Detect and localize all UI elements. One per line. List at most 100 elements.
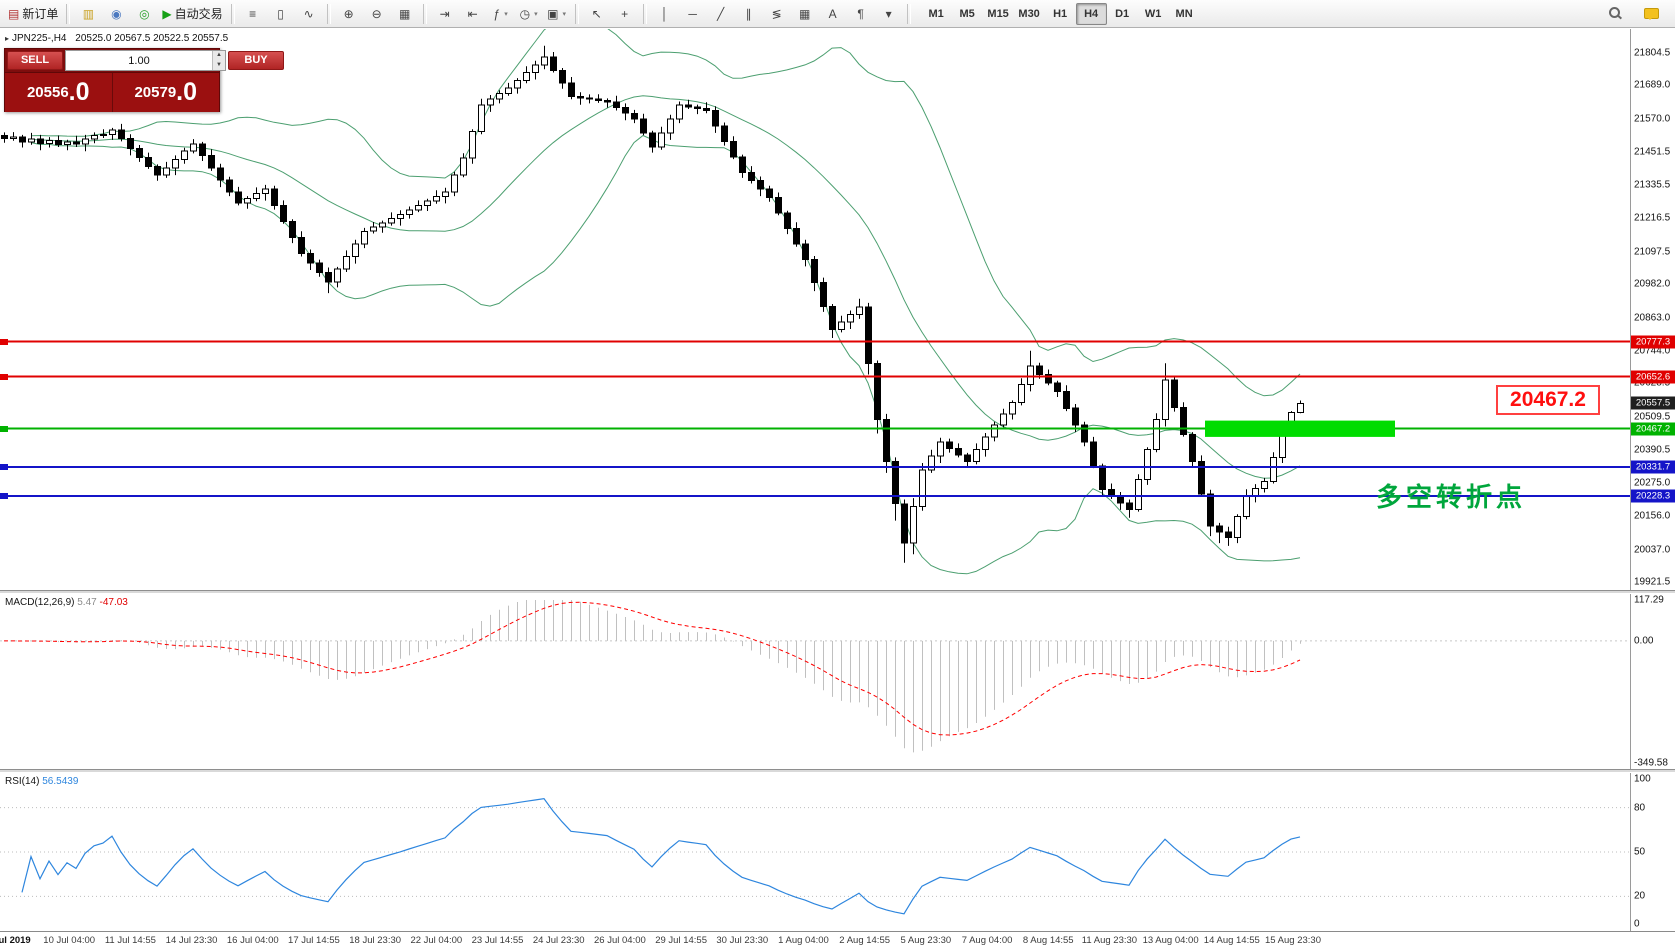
main-chart-panel[interactable]: ▸ JPN225-,H4 20525.0 20567.5 20522.5 2055…	[0, 29, 1675, 590]
buy-price-int: 20579	[134, 84, 177, 101]
sell-price[interactable]: 20556 .0	[5, 73, 113, 112]
candle-body	[631, 112, 638, 120]
new-order-button[interactable]: ▤ 新订单	[4, 2, 62, 26]
candle-body	[181, 150, 188, 161]
candle-body	[1198, 461, 1205, 495]
time-axis-label: 5 Aug 23:30	[900, 935, 952, 946]
volume-input[interactable]	[66, 52, 212, 69]
panel-divider[interactable]	[0, 590, 1675, 594]
rsi-axis[interactable]: 100 80 50 20 0	[1630, 773, 1675, 931]
macd-canvas[interactable]	[0, 594, 1630, 769]
buy-price[interactable]: 20579 .0	[112, 73, 219, 112]
toolbar-separator	[422, 3, 427, 24]
current-price-tag: 20557.5	[1631, 396, 1675, 410]
price-level-tag: 20331.7	[1631, 460, 1675, 474]
macd-panel[interactable]: MACD(12,26,9) 5.47 -47.03 117.29 0.00 -349…	[0, 594, 1675, 769]
chat-icon	[1643, 8, 1659, 20]
timeframe-h1-button[interactable]: H1	[1053, 7, 1068, 20]
sell-button[interactable]: SELL	[7, 51, 63, 70]
news-button[interactable]: ◎	[130, 2, 158, 26]
grid-button[interactable]: ▦	[791, 2, 819, 26]
candle-body	[1045, 374, 1052, 384]
order-panel-prices: 20556 .0 20579 .0	[5, 72, 219, 112]
time-axis-label: 24 Jul 23:30	[532, 935, 585, 946]
periods-button[interactable]: ◷ ▾	[515, 2, 543, 26]
candle-body	[109, 129, 116, 135]
candlestick-chart-button[interactable]: ▯	[267, 2, 295, 26]
timeframe-w1-button[interactable]: W1	[1144, 7, 1162, 20]
dropdown-arrow-icon: ▾	[504, 10, 508, 18]
auto-scroll-button[interactable]: ⇥	[431, 2, 459, 26]
label-button[interactable]: ¶	[847, 2, 875, 26]
zoom-out-button[interactable]: ⊖	[363, 2, 391, 26]
autotrading-button[interactable]: ▶ 自动交易	[158, 2, 226, 26]
crosshair-button[interactable]: +	[611, 2, 639, 26]
accounts-button[interactable]: ◉	[102, 2, 130, 26]
chart-shift-button[interactable]: ⇤	[459, 2, 487, 26]
timeframe-h4-button[interactable]: H4	[1075, 2, 1107, 25]
market-button[interactable]: ▥	[74, 2, 102, 26]
macd-axis[interactable]: 117.29 0.00 -349.58	[1630, 594, 1675, 769]
text-button[interactable]: A	[819, 2, 847, 26]
shapes-button[interactable]: ▾	[875, 2, 903, 26]
tile-windows-button[interactable]: ▦	[391, 2, 419, 26]
timeframe-m30-button[interactable]: M30	[1018, 7, 1040, 20]
search-button[interactable]	[1601, 2, 1629, 26]
candle-body	[721, 125, 728, 142]
time-axis[interactable]: 8 Jul 2019 10 Jul 04:00 11 Jul 14:55 14 Jul…	[0, 931, 1675, 950]
timeframe-m5-button[interactable]: M5	[959, 7, 975, 20]
buy-button[interactable]: BUY	[228, 51, 284, 70]
trendline-button[interactable]: ╱	[707, 2, 735, 26]
candle-body	[892, 461, 899, 505]
timeframe-m15-button[interactable]: M15	[987, 7, 1009, 20]
channel-button[interactable]: ∥	[735, 2, 763, 26]
candle-body	[478, 104, 485, 133]
vertical-line-button[interactable]: │	[651, 2, 679, 26]
bar-chart-button[interactable]: ≡	[239, 2, 267, 26]
level-left-marker	[0, 425, 8, 432]
timeframe-m1-button[interactable]: M1	[928, 7, 944, 20]
level-left-marker	[0, 463, 8, 470]
rsi-canvas[interactable]	[0, 773, 1630, 931]
candle-body	[1270, 456, 1277, 482]
sell-price-int: 20556	[26, 84, 69, 101]
candle-body	[37, 138, 44, 144]
candle-body	[217, 167, 224, 181]
one-click-trading-panel: SELL ▲ ▼ BUY 20556 .0 20579 .0	[4, 48, 284, 112]
candle-body	[568, 82, 575, 97]
indicators-button[interactable]: ƒ ▾	[487, 2, 515, 26]
fibonacci-button[interactable]: ≶	[763, 2, 791, 26]
rsi-panel[interactable]: RSI(14) 56.5439 100 80 50 20 0	[0, 773, 1675, 931]
cursor-button[interactable]: ↖	[583, 2, 611, 26]
volume-up-button[interactable]: ▲	[213, 51, 225, 61]
candle-body	[1099, 465, 1106, 491]
price-axis-label: 20863.0	[1634, 312, 1671, 323]
highlight-rectangle[interactable]	[1205, 420, 1395, 437]
candle-body	[829, 305, 836, 331]
candle-body	[973, 449, 980, 463]
timeframe-d1-button[interactable]: D1	[1115, 7, 1130, 20]
panel-divider[interactable]	[0, 769, 1675, 773]
candle-body	[1036, 365, 1043, 376]
zoom-in-button[interactable]: ⊕	[335, 2, 363, 26]
toolbar-left-groups: ▤ 新订单 ▥ ◉ ◎ ▶ 自动交易 ≡ ▯ ∿ ⊕ ⊖ ▦ ⇥ ⇤ ƒ ▾ ◷ ▾ ▣ ▾ ↖ + │ ─ ╱ ∥ ≶ ▦ A ¶ ▾	[4, 2, 915, 26]
candle-body	[775, 197, 782, 214]
main-chart-canvas[interactable]	[0, 29, 1630, 590]
candle-body	[793, 227, 800, 245]
price-level-callout[interactable]: 20467.2	[1496, 385, 1600, 415]
line-chart-button[interactable]: ∿	[295, 2, 323, 26]
time-axis-label: 8 Aug 14:55	[1022, 935, 1074, 946]
rsi-axis-label: 80	[1634, 802, 1646, 814]
candle-body	[604, 100, 611, 103]
templates-button[interactable]: ▣ ▾	[543, 2, 571, 26]
timeframe-mn-button[interactable]: MN	[1175, 7, 1193, 20]
price-level-tag: 20777.3	[1631, 335, 1675, 349]
volume-field: ▲ ▼	[65, 50, 226, 71]
candle-body	[1135, 478, 1142, 510]
price-axis[interactable]: 21804.5 21689.0 21570.0 21451.5 21335.5 21216…	[1630, 29, 1675, 590]
turning-point-annotation[interactable]: 多空转折点	[1376, 482, 1527, 512]
volume-down-button[interactable]: ▼	[213, 60, 225, 70]
chat-button[interactable]	[1637, 2, 1665, 26]
timeframe-toolbar: M1 M5 M15 M30 H1 H4 D1 W1 MN	[921, 2, 1200, 25]
horizontal-line-button[interactable]: ─	[679, 2, 707, 26]
